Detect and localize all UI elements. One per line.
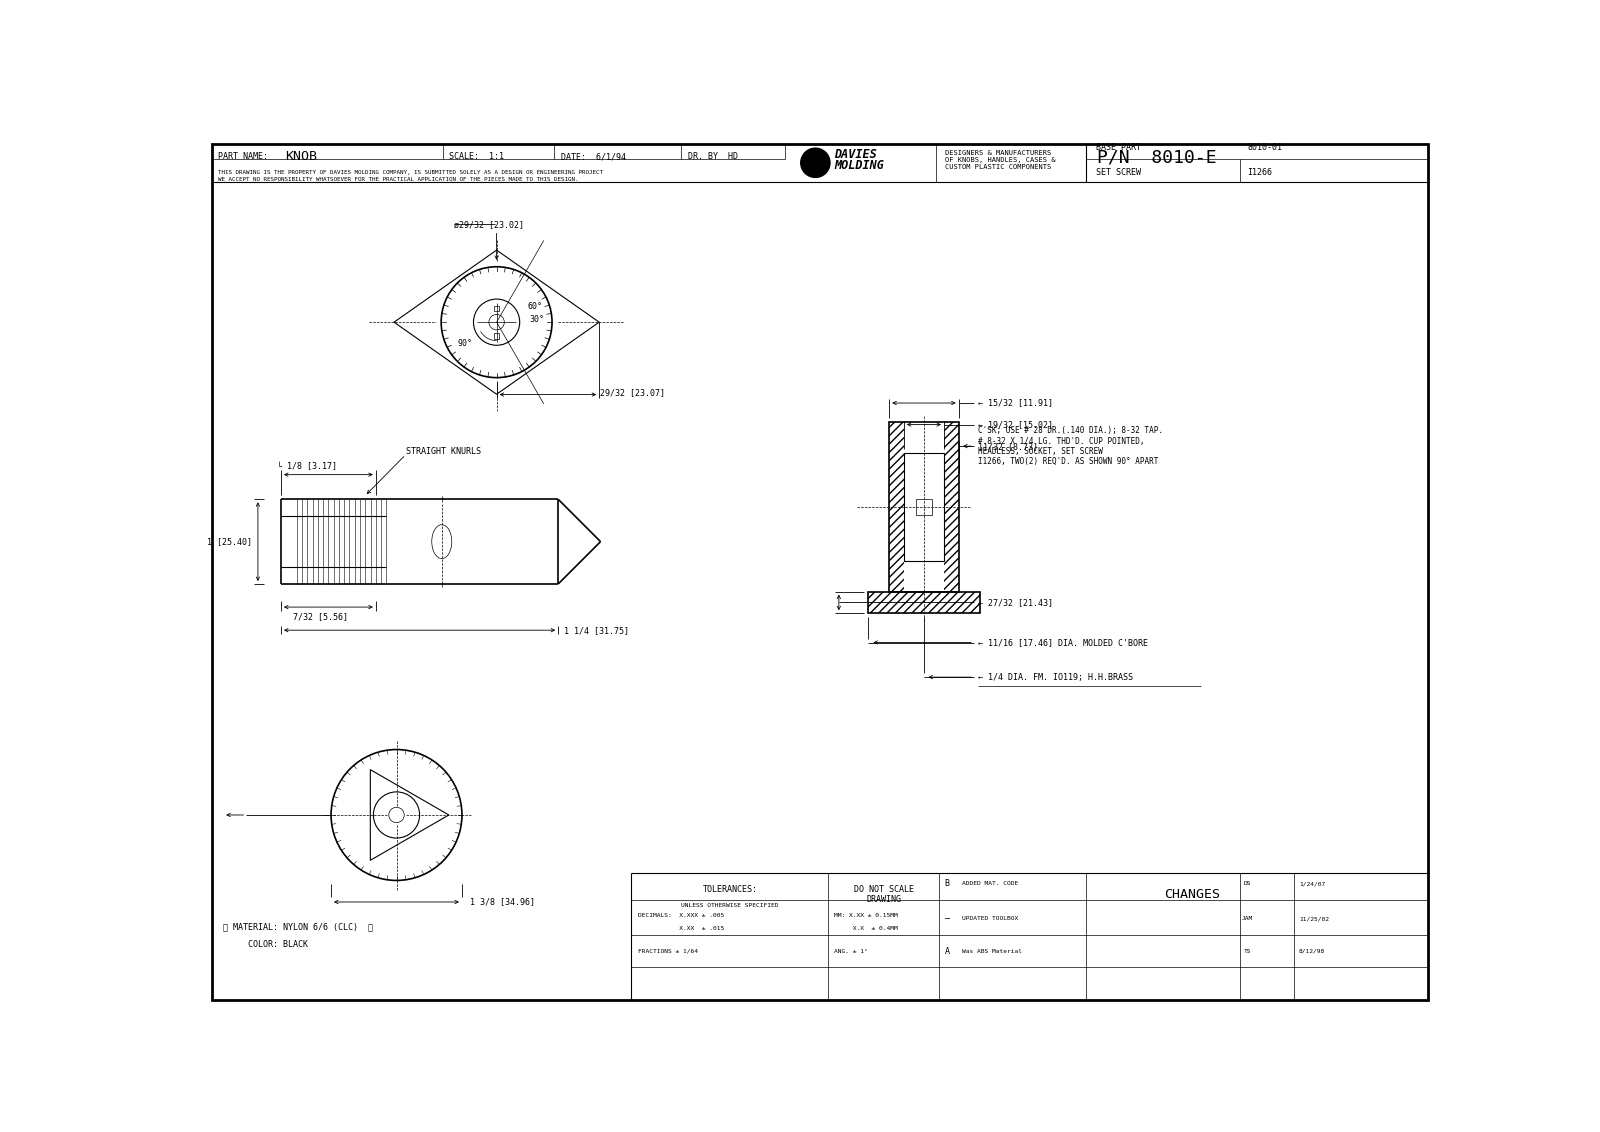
- Text: └ 1/8 [3.17]: └ 1/8 [3.17]: [277, 462, 338, 471]
- Text: B: B: [944, 880, 949, 887]
- Text: 60°: 60°: [526, 302, 542, 311]
- Bar: [904, 453, 944, 560]
- Text: FRACTIONS ± 1/64: FRACTIONS ± 1/64: [637, 949, 698, 954]
- Bar: [869, 592, 979, 614]
- Bar: [917, 499, 931, 515]
- Text: 8/12/98: 8/12/98: [1299, 949, 1325, 954]
- Text: JAM: JAM: [1242, 917, 1253, 921]
- Text: 29/32 [23.07]: 29/32 [23.07]: [600, 388, 666, 396]
- Text: Was ABS Material: Was ABS Material: [963, 949, 1022, 954]
- Text: UNLESS OTHERWISE SPECIFIED: UNLESS OTHERWISE SPECIFIED: [682, 902, 779, 908]
- Text: A: A: [944, 946, 949, 955]
- Text: STRAIGHT KNURLS: STRAIGHT KNURLS: [406, 447, 480, 456]
- Text: Ⓐ MATERIAL: NYLON 6/6 (CLC)  Ⓑ: Ⓐ MATERIAL: NYLON 6/6 (CLC) Ⓑ: [224, 923, 373, 932]
- Text: DO NOT SCALE
DRAWING: DO NOT SCALE DRAWING: [854, 884, 914, 904]
- Text: WE ACCEPT NO RESPONSIBILITY WHATSOEVER FOR THE PRACTICAL APPLICATION OF THE PIEC: WE ACCEPT NO RESPONSIBILITY WHATSOEVER F…: [218, 178, 578, 182]
- Text: TOLERANCES:: TOLERANCES:: [702, 885, 757, 894]
- Text: MOLDING: MOLDING: [834, 160, 883, 172]
- Text: ← 27/32 [21.43]: ← 27/32 [21.43]: [978, 598, 1053, 607]
- Text: 1 1/4 [31.75]: 1 1/4 [31.75]: [565, 626, 629, 635]
- Text: ← 19/32 [15.02]: ← 19/32 [15.02]: [978, 420, 1053, 429]
- Text: THIS DRAWING IS THE PROPERTY OF DAVIES MOLDING COMPANY, IS SUBMITTED SOLELY AS A: THIS DRAWING IS THE PROPERTY OF DAVIES M…: [218, 170, 603, 175]
- Text: DATE:  6/1/94: DATE: 6/1/94: [560, 152, 626, 161]
- Text: X.X  ± 0.4MM: X.X ± 0.4MM: [834, 926, 898, 932]
- Text: SCALE:  1:1: SCALE: 1:1: [450, 152, 504, 161]
- Text: MM: X.XX ± 0.15MM: MM: X.XX ± 0.15MM: [834, 912, 898, 918]
- Text: –: –: [944, 915, 949, 924]
- Text: 11/32 [8.73]: 11/32 [8.73]: [978, 441, 1038, 451]
- Text: 8010-01: 8010-01: [1248, 143, 1282, 152]
- Text: BASE PART: BASE PART: [1096, 143, 1141, 152]
- Text: DS: DS: [1243, 881, 1251, 886]
- Bar: [890, 422, 904, 592]
- Text: PART NAME:: PART NAME:: [218, 152, 267, 161]
- Text: KNOB: KNOB: [285, 151, 317, 163]
- Text: TS: TS: [1243, 949, 1251, 954]
- Circle shape: [800, 148, 830, 178]
- Text: DR. BY  HD: DR. BY HD: [688, 152, 738, 161]
- Bar: [869, 592, 979, 614]
- Text: P/N  8010-E: P/N 8010-E: [1098, 148, 1218, 166]
- Text: 1 3/8 [34.96]: 1 3/8 [34.96]: [470, 898, 534, 907]
- Text: C'SK; USE # 28 DR.(.140 DIA.); 8-32 TAP.
# 8-32 X 1/4 LG. THD'D. CUP POINTED,
HE: C'SK; USE # 28 DR.(.140 DIA.); 8-32 TAP.…: [978, 426, 1163, 466]
- Text: DECIMALS:  X.XXX ± .005: DECIMALS: X.XXX ± .005: [637, 912, 723, 918]
- Text: ← 15/32 [11.91]: ← 15/32 [11.91]: [978, 398, 1053, 408]
- Text: 7/32 [5.56]: 7/32 [5.56]: [293, 611, 349, 620]
- Text: 11/25/02: 11/25/02: [1299, 917, 1330, 921]
- Text: 90°: 90°: [458, 338, 472, 348]
- Text: DESIGNERS & MANUFACTURERS
OF KNOBS, HANDLES, CASES &
CUSTOM PLASTIC COMPONENTS: DESIGNERS & MANUFACTURERS OF KNOBS, HAND…: [944, 151, 1056, 171]
- Bar: [890, 422, 958, 592]
- Text: ADDED MAT. CODE: ADDED MAT. CODE: [963, 881, 1019, 886]
- Text: SET SCREW: SET SCREW: [1096, 169, 1141, 178]
- Text: 30°: 30°: [530, 315, 546, 324]
- Text: I1266: I1266: [1248, 169, 1272, 178]
- Bar: [944, 422, 958, 592]
- Text: ANG. ± 1°: ANG. ± 1°: [834, 949, 867, 954]
- Text: DAVIES: DAVIES: [834, 148, 877, 161]
- Bar: [494, 306, 499, 311]
- Text: 1/24/07: 1/24/07: [1299, 881, 1325, 886]
- Text: X.XX  ± .015: X.XX ± .015: [637, 926, 723, 932]
- Bar: [494, 333, 499, 338]
- Text: ø29/32 [23.02]: ø29/32 [23.02]: [454, 220, 525, 229]
- Text: UPDATED TOOLBOX: UPDATED TOOLBOX: [963, 917, 1019, 921]
- Text: COLOR: BLACK: COLOR: BLACK: [224, 940, 309, 949]
- Text: ← 1/4 DIA. FM. IO119; H.H.BRASS: ← 1/4 DIA. FM. IO119; H.H.BRASS: [978, 672, 1133, 681]
- Text: 1 [25.40]: 1 [25.40]: [206, 537, 251, 546]
- Text: CHANGES: CHANGES: [1163, 887, 1219, 901]
- Text: ← 11/16 [17.46] DIA. MOLDED C'BORE: ← 11/16 [17.46] DIA. MOLDED C'BORE: [978, 638, 1147, 648]
